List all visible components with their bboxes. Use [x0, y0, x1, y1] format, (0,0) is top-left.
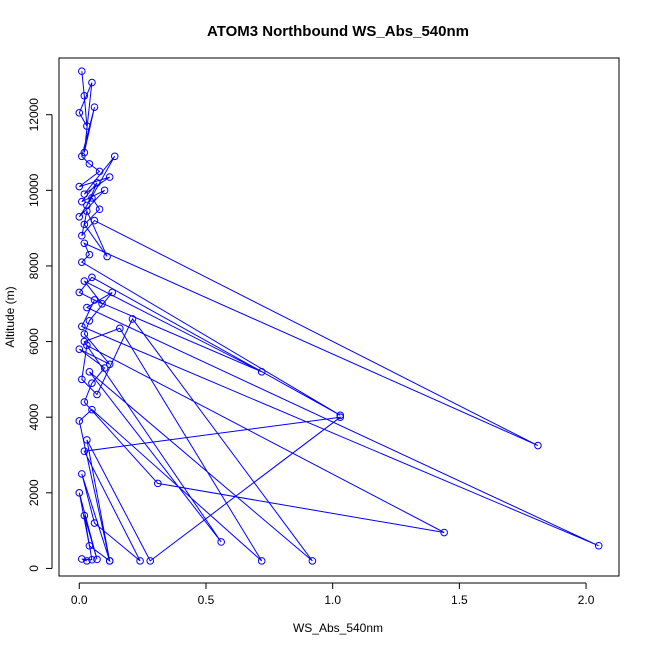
- data-point: [80, 447, 89, 456]
- x-axis: 0.0 0.5 1.0 1.5 2.0: [71, 582, 595, 607]
- data-series: [75, 67, 603, 565]
- data-point: [95, 167, 104, 176]
- data-point: [100, 364, 109, 372]
- data-point: [83, 201, 91, 210]
- data-point: [90, 216, 99, 225]
- data-point: [88, 194, 96, 202]
- data-point: [217, 538, 225, 546]
- y-tick-label: 8000: [27, 252, 41, 279]
- y-axis: 0 2000 4000 6000 8000 10000 12000: [27, 98, 53, 572]
- data-point: [93, 555, 101, 564]
- data-point: [75, 182, 84, 191]
- data-point: [83, 207, 91, 215]
- data-point: [110, 152, 119, 161]
- data-point: [257, 557, 266, 565]
- data-point: [93, 390, 101, 399]
- data-point: [80, 337, 89, 346]
- data-point: [75, 288, 84, 297]
- data-point: [80, 148, 89, 157]
- data-point: [85, 368, 94, 376]
- data-point: [80, 92, 89, 100]
- data-point: [80, 511, 89, 520]
- x-tick-label: 2.0: [578, 593, 595, 607]
- data-point: [146, 557, 155, 565]
- data-point: [88, 405, 96, 414]
- data-point: [78, 470, 86, 478]
- data-point: [78, 258, 86, 266]
- data-point: [80, 239, 89, 248]
- y-tick-label: 12000: [27, 98, 41, 132]
- data-point: [257, 368, 266, 376]
- data-point: [440, 528, 448, 537]
- data-point: [90, 519, 99, 527]
- data-point: [95, 205, 104, 214]
- x-tick-label: 1.5: [451, 593, 468, 607]
- data-point: [75, 417, 84, 425]
- data-point: [105, 360, 114, 369]
- data-point: [85, 160, 94, 168]
- data-point: [78, 152, 86, 161]
- data-point: [78, 231, 86, 240]
- x-tick-label: 0.0: [71, 593, 88, 607]
- data-point: [116, 324, 124, 333]
- y-axis-label: Altitude (m): [3, 286, 17, 347]
- data-point: [136, 557, 144, 565]
- data-point: [75, 345, 84, 353]
- data-point: [308, 557, 317, 565]
- y-tick-label: 0: [27, 565, 41, 572]
- data-point: [88, 78, 96, 87]
- data-point: [83, 303, 91, 312]
- data-point: [93, 178, 101, 187]
- data-point: [100, 186, 109, 195]
- data-point: [85, 541, 94, 550]
- data-point: [80, 277, 89, 285]
- x-tick-label: 0.5: [198, 593, 215, 607]
- data-point: [80, 330, 89, 338]
- series-line: [78, 71, 599, 563]
- data-point: [594, 541, 603, 550]
- data-point: [78, 375, 86, 384]
- data-point: [83, 557, 91, 565]
- data-point: [105, 557, 114, 565]
- data-point: [90, 296, 99, 304]
- data-point: [88, 379, 96, 387]
- data-point: [78, 197, 86, 206]
- data-point: [336, 411, 345, 420]
- data-point: [128, 315, 137, 323]
- data-point: [75, 489, 84, 497]
- y-tick-label: 6000: [27, 328, 41, 355]
- chart-title: ATOM3 Northbound WS_Abs_540nm: [207, 23, 469, 40]
- data-point: [336, 413, 345, 421]
- data-point: [78, 322, 86, 331]
- data-point: [85, 316, 94, 325]
- data-point: [534, 441, 542, 450]
- data-point: [80, 220, 89, 229]
- data-point: [88, 555, 96, 564]
- data-point: [80, 398, 89, 406]
- data-point: [78, 67, 86, 76]
- x-tick-label: 1.0: [324, 593, 341, 607]
- data-point: [105, 173, 114, 181]
- data-point: [154, 479, 162, 488]
- data-point: [88, 273, 96, 282]
- data-point: [103, 252, 111, 261]
- data-point: [75, 109, 84, 117]
- data-point: [108, 288, 117, 297]
- y-tick-label: 4000: [27, 404, 41, 431]
- data-point: [83, 341, 91, 350]
- data-point: [78, 555, 86, 563]
- y-tick-label: 2000: [27, 479, 41, 506]
- y-tick-label: 10000: [27, 173, 41, 207]
- data-point: [83, 122, 91, 130]
- data-point: [90, 103, 99, 111]
- data-point: [75, 213, 84, 221]
- plot-frame: [58, 57, 620, 577]
- data-point: [85, 250, 94, 259]
- x-axis-label: WS_Abs_540nm: [293, 621, 383, 635]
- data-point: [80, 190, 89, 198]
- data-point: [83, 436, 91, 444]
- data-point: [98, 299, 106, 308]
